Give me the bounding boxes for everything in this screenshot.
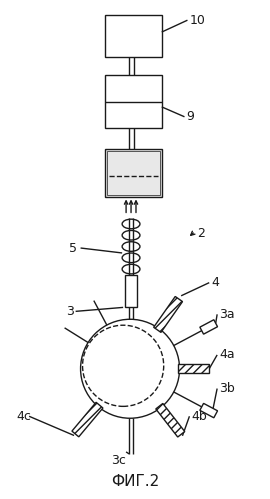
Bar <box>107 151 160 195</box>
Bar <box>72 402 103 437</box>
Text: ФИГ.2: ФИГ.2 <box>111 474 159 489</box>
Bar <box>105 149 162 197</box>
Text: 4b: 4b <box>191 410 207 423</box>
Bar <box>125 275 137 307</box>
Text: 2: 2 <box>197 227 205 240</box>
Text: 3: 3 <box>66 305 74 318</box>
Text: 5: 5 <box>69 242 77 254</box>
Text: 3a: 3a <box>219 308 235 321</box>
Text: 3b: 3b <box>219 382 235 395</box>
Circle shape <box>80 319 180 418</box>
Bar <box>105 75 162 128</box>
Text: 9: 9 <box>187 110 194 123</box>
Text: 4a: 4a <box>219 348 235 361</box>
Text: 4c: 4c <box>16 410 31 423</box>
Bar <box>156 404 185 437</box>
Bar <box>178 364 209 373</box>
Bar <box>105 15 162 57</box>
Bar <box>154 296 183 332</box>
Text: 4: 4 <box>211 276 219 289</box>
Text: 3c: 3c <box>111 454 126 467</box>
Bar <box>200 320 218 334</box>
Text: 10: 10 <box>190 13 205 26</box>
Bar <box>200 403 218 418</box>
